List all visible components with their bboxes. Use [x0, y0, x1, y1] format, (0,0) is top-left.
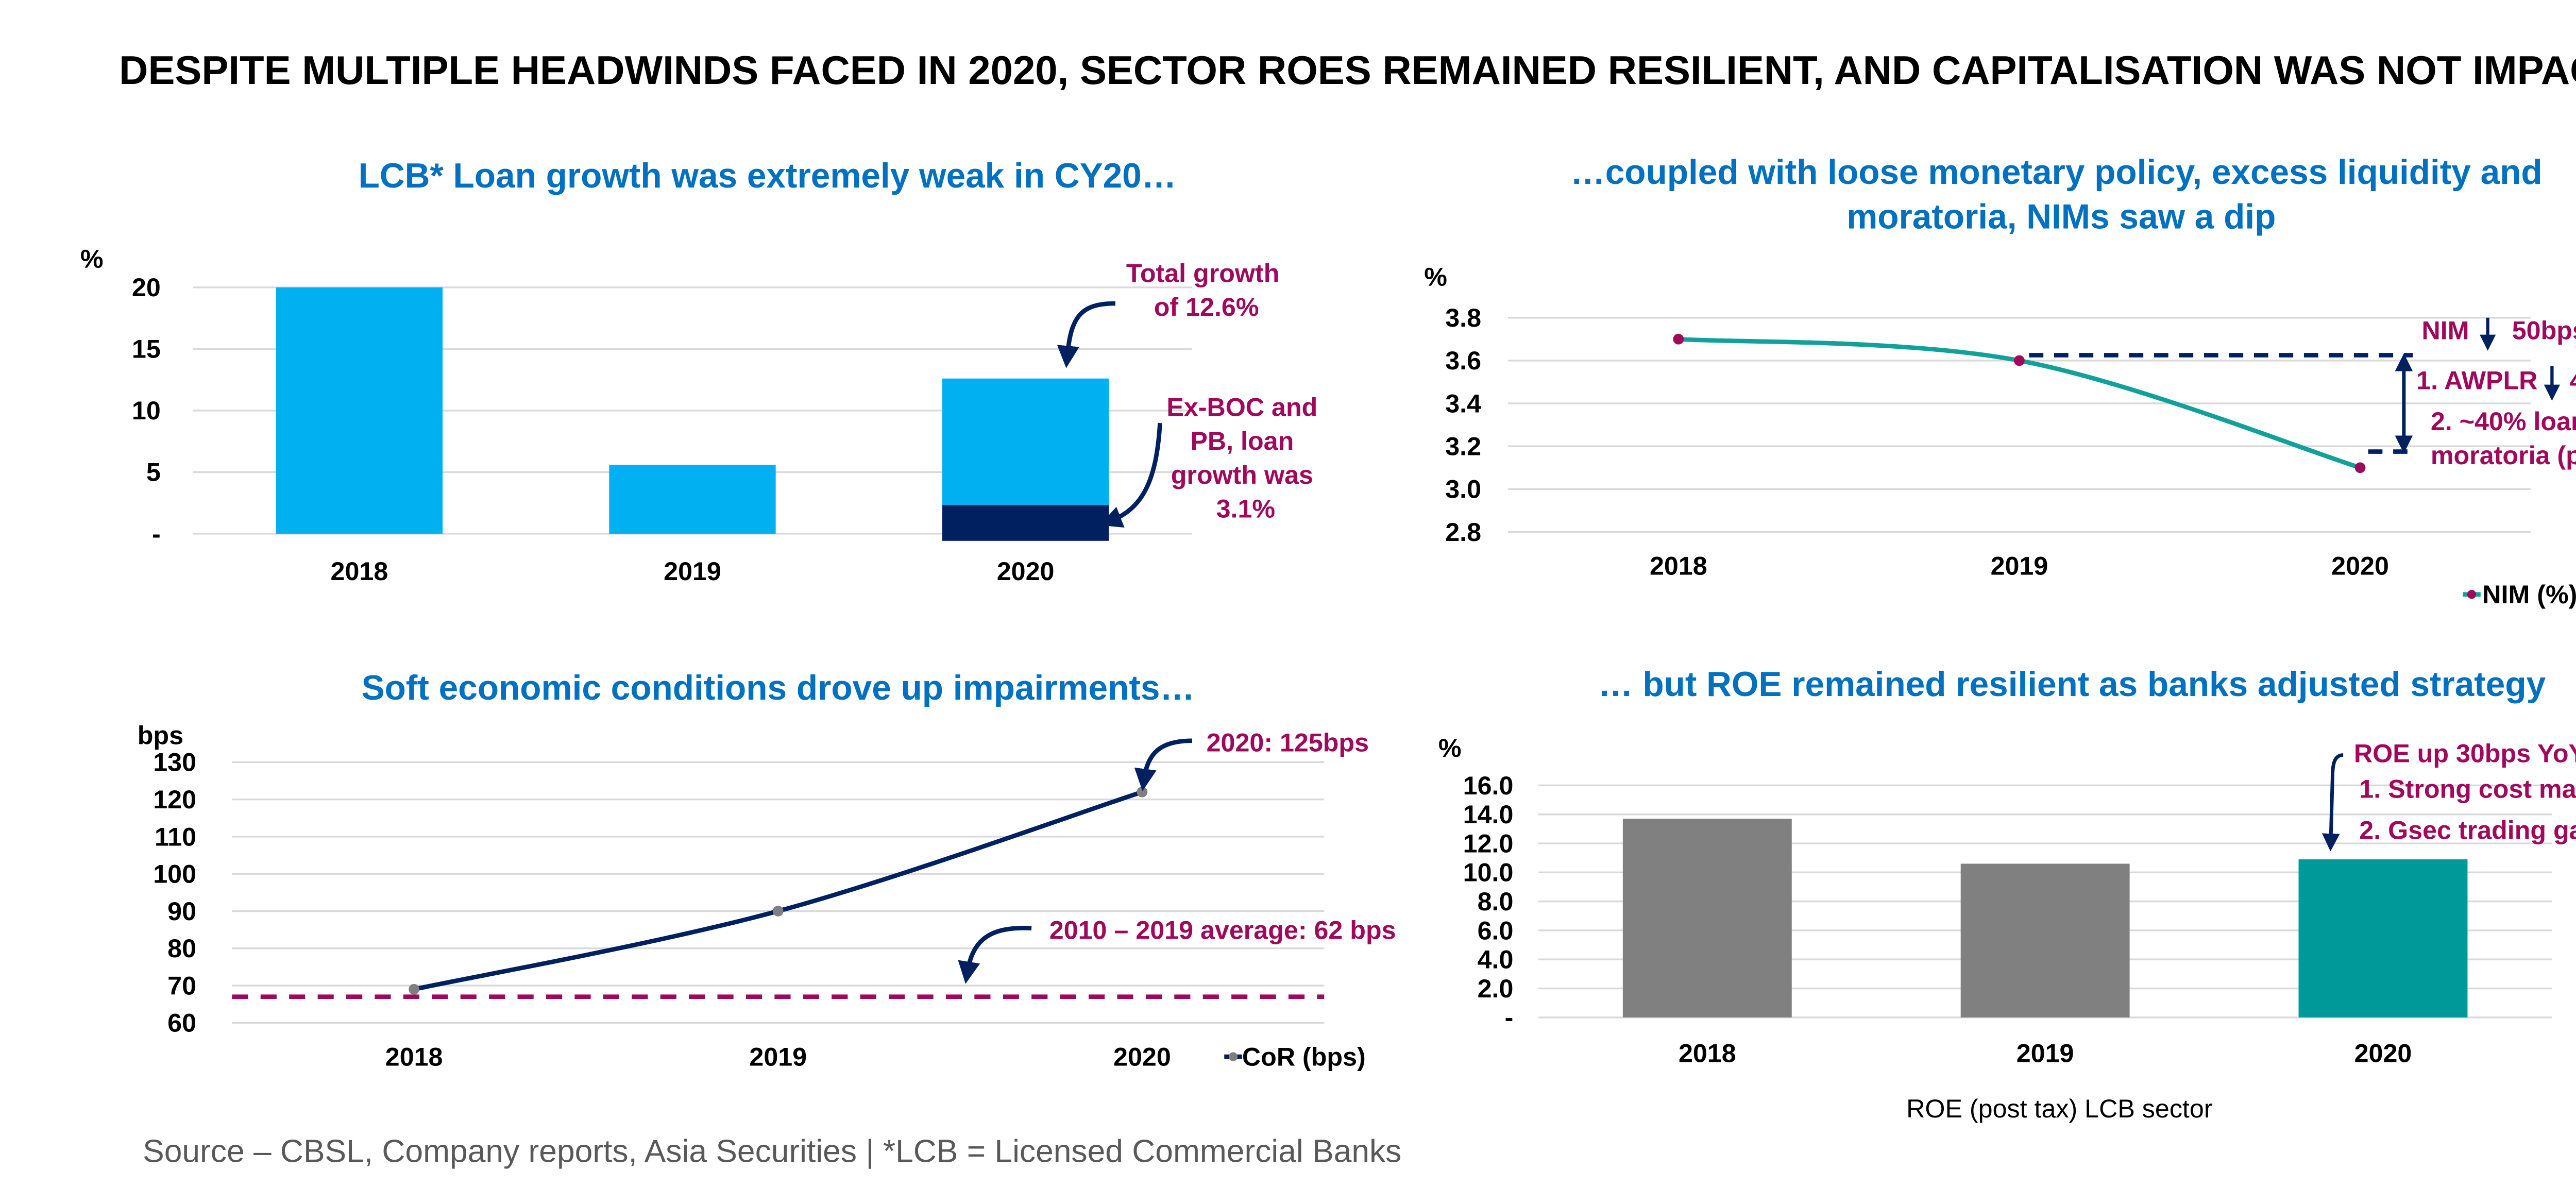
y-tick-label: 3.6: [1445, 346, 1481, 375]
loan-growth-y-unit: %: [80, 245, 104, 274]
y-tick-label: 110: [155, 822, 196, 851]
nim-y-unit: %: [1424, 262, 1447, 291]
loan-growth-title: LCB* Loan growth was extremely weak in C…: [359, 157, 1177, 195]
y-tick-label: -: [1505, 1003, 1514, 1032]
y-tick-label: 8.0: [1478, 887, 1514, 916]
cor-2020-annotation: 2020: 125bps: [1207, 728, 1369, 757]
y-tick-label: -: [152, 519, 161, 548]
y-tick-label: 4.0: [1478, 945, 1514, 974]
loan-growth-bar: [609, 465, 776, 534]
nim-legend-marker: [2467, 590, 2477, 599]
y-tick-label: 3.4: [1445, 389, 1481, 418]
roe-x-axis-label: ROE (post tax) LCB sector: [1906, 1094, 2212, 1123]
y-tick-label: 15: [132, 335, 161, 364]
cor-y-unit: bps: [138, 721, 183, 750]
roe-bar: [2298, 859, 2468, 1018]
x-category-label: 2018: [1650, 552, 1707, 581]
roe-annotation-point-1: 1. Strong cost management: [2359, 775, 2576, 804]
ex-boc-annotation: Ex-BOC and PB, loan growth was 3.1%: [1166, 393, 1325, 523]
y-tick-label: 16.0: [1463, 771, 1514, 800]
y-tick-label: 90: [167, 897, 196, 926]
y-tick-label: 6.0: [1478, 916, 1514, 945]
cor-chart: Soft economic conditions drove up impair…: [138, 669, 1396, 1071]
nim-data-point: [2354, 462, 2366, 473]
cor-title: Soft economic conditions drove up impair…: [362, 669, 1195, 707]
roe-bar: [1622, 819, 1792, 1018]
y-tick-label: 20: [132, 273, 161, 302]
roe-chart: … but ROE remained resilient as banks ad…: [1438, 665, 2576, 1123]
loan-growth-bar: [276, 287, 443, 534]
y-tick-label: 100: [153, 860, 196, 889]
cor-data-point: [772, 906, 784, 917]
roe-y-unit: %: [1438, 734, 1462, 762]
nim-data-point: [2014, 355, 2025, 366]
y-tick-label: 2.8: [1445, 518, 1481, 547]
y-tick-label: 70: [167, 971, 196, 1000]
moratoria-annotation-line1: 2. ~40% loans in: [2431, 407, 2576, 436]
x-category-label: 2018: [331, 557, 388, 586]
y-tick-label: 130: [153, 748, 196, 777]
nim-data-point: [1673, 333, 1684, 345]
loan-growth-chart: LCB* Loan growth was extremely weak in C…: [80, 157, 1325, 586]
roe-annotation-point-2: 2. Gsec trading gains: [2359, 816, 2576, 844]
ex-boc-loan-growth-segment: [942, 505, 1109, 541]
x-category-label: 2018: [385, 1042, 443, 1071]
cor-data-point: [1137, 786, 1148, 798]
total-growth-arrow: [1057, 301, 1115, 368]
roe-annotation-heading: ROE up 30bps YoY due to:: [2354, 739, 2576, 768]
x-category-label: 2020: [997, 557, 1055, 586]
x-category-label: 2019: [2016, 1039, 2074, 1067]
cor-2020-arrow: [1134, 738, 1192, 791]
y-tick-label: 10: [132, 396, 161, 425]
y-tick-label: 3.2: [1445, 432, 1481, 461]
source-footnote: Source – CBSL, Company reports, Asia Sec…: [143, 1133, 1401, 1169]
cor-legend: CoR (bps): [1224, 1042, 1366, 1071]
cor-legend-label: CoR (bps): [1242, 1042, 1366, 1071]
y-tick-label: 3.0: [1445, 475, 1481, 504]
x-category-label: 2018: [1679, 1039, 1736, 1067]
y-tick-label: 14.0: [1463, 800, 1514, 829]
cor-average-annotation: 2010 – 2019 average: 62 bps: [1049, 915, 1396, 944]
total-growth-annotation: Total growth of 12.6%: [1126, 259, 1286, 321]
x-category-label: 2020: [1113, 1042, 1171, 1071]
roe-annotation-arrow: [2322, 753, 2344, 852]
y-tick-label: 2.0: [1478, 974, 1514, 1003]
ex-boc-arrow: [1099, 422, 1162, 528]
moratoria-annotation-line2: moratoria (phase 1): [2431, 441, 2576, 470]
cor-legend-marker: [1228, 1052, 1238, 1061]
y-tick-label: 12.0: [1463, 829, 1514, 858]
y-tick-label: 60: [167, 1009, 196, 1038]
x-category-label: 2019: [664, 557, 721, 586]
x-category-label: 2019: [1991, 552, 2048, 581]
y-tick-label: 80: [167, 934, 196, 963]
nim-legend-label: NIM (%): [2482, 580, 2576, 609]
y-tick-label: 120: [153, 785, 196, 814]
x-category-label: 2019: [749, 1042, 807, 1071]
roe-bar: [1960, 863, 2130, 1018]
x-category-label: 2020: [2354, 1039, 2412, 1067]
nim-chart: …coupled with loose monetary policy, exc…: [1424, 153, 2576, 609]
roe-title: … but ROE remained resilient as banks ad…: [1598, 665, 2546, 704]
nim-legend: NIM (%): [2463, 580, 2576, 609]
y-tick-label: 5: [146, 458, 161, 487]
cor-data-point: [409, 983, 420, 995]
y-tick-label: 10.0: [1463, 858, 1514, 887]
cor-average-arrow: [958, 925, 1032, 984]
awplr-annotation: 1. AWPLR400bps: [2416, 366, 2576, 395]
nim-title: …coupled with loose monetary policy, exc…: [1570, 153, 2552, 236]
cor-series-line: [413, 790, 1143, 992]
nim-drop-annotation: NIM50bps: [2422, 316, 2576, 345]
x-category-label: 2020: [2331, 552, 2389, 581]
slide-title: DESPITE MULTIPLE HEADWINDS FACED IN 2020…: [119, 47, 2576, 93]
y-tick-label: 3.8: [1445, 303, 1481, 332]
